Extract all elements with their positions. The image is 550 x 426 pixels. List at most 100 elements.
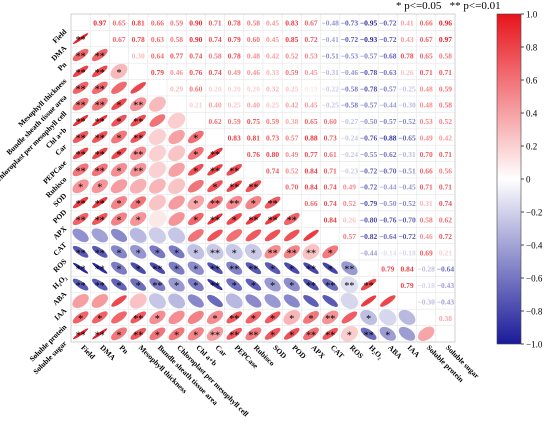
corr-ellipse — [206, 310, 224, 325]
significance-mark: * — [232, 216, 237, 227]
corr-value: −0.63 — [379, 68, 397, 77]
corr-value: −0.43 — [437, 298, 455, 307]
corr-ellipse — [92, 115, 108, 127]
corr-value: −0.50 — [379, 199, 397, 208]
corr-value: 0.79 — [151, 68, 164, 77]
corr-value: −0.57 — [379, 117, 397, 126]
significance-mark: ** — [76, 150, 86, 161]
corr-value: 0.78 — [228, 52, 241, 61]
corr-ellipse — [417, 326, 435, 341]
corr-value: 0.59 — [228, 117, 241, 126]
corr-value: 0.53 — [420, 117, 433, 126]
significance-mark: ** — [210, 330, 220, 341]
significance-mark: * — [117, 248, 122, 259]
corr-ellipse — [245, 311, 262, 324]
corr-ellipse — [264, 327, 281, 340]
corr-ellipse — [264, 245, 281, 259]
corr-ellipse — [91, 163, 108, 177]
corr-value: 0.88 — [304, 134, 317, 143]
corr-ellipse — [283, 212, 300, 226]
corr-value: −0.44 — [360, 248, 378, 257]
corr-value: 0.74 — [324, 199, 337, 208]
corr-value: −0.51 — [321, 52, 339, 61]
corr-ellipse — [111, 114, 127, 127]
corr-ellipse — [148, 293, 166, 309]
significance-mark: ** — [268, 199, 278, 210]
corr-ellipse — [264, 277, 281, 292]
corr-ellipse — [264, 213, 281, 225]
significance-mark: * — [193, 166, 198, 177]
corr-value: −0.78 — [360, 68, 378, 77]
corr-value: 0.42 — [266, 52, 279, 61]
corr-ellipse — [303, 262, 319, 274]
significance-mark: * — [193, 150, 198, 161]
corr-ellipse — [149, 178, 166, 194]
corr-ellipse — [264, 294, 281, 308]
corr-value: −0.80 — [360, 216, 378, 225]
corr-value: 0.74 — [208, 68, 221, 77]
corr-ellipse — [284, 262, 300, 274]
significance-mark: * — [232, 248, 237, 259]
corr-value: 0.10 — [304, 84, 317, 93]
corr-ellipse — [187, 310, 204, 324]
corr-value: −0.93 — [360, 35, 378, 44]
corr-ellipse — [206, 244, 224, 260]
colorbar-tick-label: −0.6 — [526, 274, 543, 284]
corr-value: 0.29 — [170, 84, 183, 93]
corr-value: 0.21 — [189, 101, 202, 110]
corr-ellipse — [130, 97, 147, 112]
significance-mark: * — [251, 199, 256, 210]
significance-mark: * — [213, 183, 218, 194]
corr-ellipse — [91, 311, 108, 324]
sig-legend-one-star: * p<=0.05 — [396, 0, 442, 12]
corr-value: 0.97 — [439, 35, 452, 44]
column-label: DMA — [98, 343, 117, 362]
corr-ellipse — [92, 65, 108, 78]
row-label: POD — [51, 207, 69, 225]
corr-ellipse — [226, 278, 243, 291]
significance-mark: ** — [152, 265, 162, 276]
corr-value: −0.57 — [360, 101, 378, 110]
corr-value: 0.41 — [400, 19, 413, 28]
significance-mark: * — [117, 134, 122, 145]
corr-ellipse — [72, 65, 89, 78]
corr-value: 0.20 — [208, 84, 221, 93]
corr-value: 0.71 — [324, 166, 337, 175]
corr-value: 0.26 — [343, 216, 356, 225]
corr-ellipse — [168, 261, 185, 275]
corr-ellipse — [91, 294, 108, 308]
corr-ellipse — [148, 210, 167, 228]
corr-value: −0.64 — [379, 232, 397, 241]
corr-value: 0.59 — [285, 68, 298, 77]
corr-ellipse — [264, 262, 281, 275]
corr-ellipse — [187, 327, 204, 341]
corr-ellipse — [322, 245, 339, 259]
corr-ellipse — [226, 229, 243, 242]
significance-mark: * — [193, 330, 198, 341]
corr-ellipse — [110, 245, 128, 259]
corr-value: 0.84 — [304, 166, 317, 175]
corr-value: 0.73 — [266, 134, 279, 143]
corr-ellipse — [284, 327, 300, 340]
significance-mark: * — [193, 265, 198, 276]
corr-ellipse — [398, 309, 416, 325]
corr-value: 0.32 — [266, 84, 279, 93]
corr-ellipse — [111, 81, 127, 94]
significance-mark: * — [251, 248, 256, 259]
significance-mark: * — [117, 68, 122, 79]
corr-value: 0.31 — [420, 199, 433, 208]
corr-value: −0.24 — [341, 134, 359, 143]
significance-mark: ** — [306, 248, 316, 259]
colorbar — [496, 13, 522, 345]
significance-mark: * — [309, 314, 314, 325]
corr-value: −0.30 — [398, 101, 416, 110]
significance-mark: ** — [95, 101, 105, 112]
corr-ellipse — [91, 48, 108, 62]
corr-ellipse — [91, 179, 108, 194]
corr-ellipse — [149, 114, 166, 127]
significance-mark: * — [117, 166, 122, 177]
corr-ellipse — [149, 310, 166, 325]
corr-ellipse — [148, 227, 166, 244]
corr-value: 0.59 — [266, 117, 279, 126]
